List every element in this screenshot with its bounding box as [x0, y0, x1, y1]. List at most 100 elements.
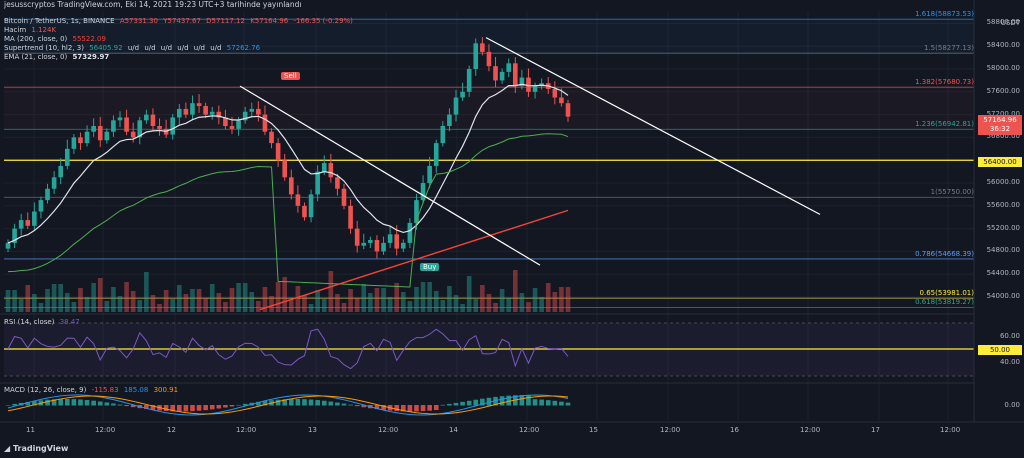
candle-body-77 [512, 63, 518, 87]
volume-value: 1.124K [31, 26, 57, 34]
macd-hist-31 [209, 405, 215, 410]
volume-bar-83 [552, 292, 558, 312]
macd-hist-value: -115.83 [91, 386, 119, 394]
volume-bar-15 [104, 301, 110, 312]
candle-body-38 [256, 108, 261, 115]
trend-lines[interactable] [239, 37, 821, 266]
volume-bar-85 [565, 287, 571, 312]
volume-bar-20 [137, 300, 143, 312]
candle-body-21 [144, 114, 149, 121]
level-badge: 56400.00 [978, 157, 1022, 167]
supertrend-label: Supertrend (10, hl2, 3) [4, 44, 84, 52]
candle-body-80 [532, 86, 538, 92]
volume-bar-23 [157, 304, 162, 312]
volume-bar-63 [420, 282, 426, 312]
macd-signal-value: 300.91 [153, 386, 179, 394]
ema-row[interactable]: EMA (21, close, 0) 57329.97 [4, 53, 112, 62]
trendline-down-1 [239, 85, 541, 266]
macd-hist-65 [433, 405, 439, 411]
time-tick-5: 12:00 [378, 426, 399, 434]
macd-line-value: 185.08 [123, 386, 149, 394]
volume-bar-56 [374, 288, 380, 312]
macd-row[interactable]: MACD (12, 26, close, 9) -115.83 185.08 3… [4, 386, 181, 395]
candle-body-2 [18, 220, 24, 229]
volume-bar-84 [559, 287, 564, 312]
candle-body-16 [111, 120, 116, 132]
rsi-tick-40: 40.00 [999, 358, 1020, 366]
volume-row[interactable]: Hacim 1.124K [4, 26, 59, 35]
volume-bar-54 [361, 284, 367, 312]
candle-body-43 [288, 177, 294, 195]
candle-body-34 [229, 126, 235, 129]
macd-hist-42 [282, 399, 288, 406]
price-tick-10: 54400.00 [986, 269, 1020, 278]
volume-bar-32 [216, 293, 222, 312]
volume-bar-26 [176, 285, 182, 312]
macd-hist-79 [526, 395, 531, 406]
candle-body-79 [526, 77, 531, 92]
candle-body-45 [302, 205, 307, 218]
macd-hist-1 [12, 403, 17, 406]
volume-bars [5, 270, 571, 312]
candle-body-55 [368, 240, 373, 243]
macd-hist-60 [400, 405, 406, 412]
fib-retracement[interactable] [4, 18, 974, 308]
time-tick-8: 15 [589, 426, 598, 434]
price-tick-4: 57200.00 [986, 109, 1020, 118]
volume-bar-12 [84, 297, 90, 312]
volume-bar-44 [295, 286, 301, 312]
ma-row[interactable]: MA (200, close, 0) 55522.09 [4, 35, 109, 44]
candle-body-73 [486, 51, 492, 67]
macd-hist-35 [236, 404, 241, 406]
supertrend-row[interactable]: Supertrend (10, hl2, 3) 56405.92 u/d u/d… [4, 44, 263, 53]
time-tick-0: 11 [26, 426, 35, 434]
rsi-row[interactable]: RSI (14, close) 38.47 [4, 318, 83, 327]
price-tick-6: 56000.00 [986, 178, 1020, 187]
candle-body-46 [308, 194, 314, 218]
volume-bar-81 [539, 297, 544, 312]
time-tick-10: 16 [730, 426, 739, 434]
volume-bar-18 [124, 282, 129, 312]
candle-body-31 [209, 111, 215, 115]
time-tick-7: 12:00 [519, 426, 540, 434]
volume-bar-53 [354, 298, 360, 312]
volume-bar-10 [71, 302, 77, 312]
volume-bar-6 [45, 289, 50, 312]
ema-value: 57329.97 [72, 53, 110, 61]
candle-body-48 [321, 163, 327, 172]
fib-label-4: 1(55750.00) [930, 188, 974, 197]
candle-body-68 [453, 97, 459, 115]
candle-body-14 [97, 126, 103, 141]
volume-bar-58 [387, 297, 393, 312]
time-tick-13: 12:00 [940, 426, 961, 434]
volume-bar-30 [203, 298, 208, 312]
macd-label: MACD (12, 26, close, 9) [4, 386, 87, 394]
candle-body-58 [387, 234, 393, 243]
volume-bar-77 [512, 270, 518, 312]
volume-bar-3 [25, 285, 31, 312]
countdown-value: 36:32 [989, 125, 1011, 133]
candle-body-66 [440, 126, 446, 144]
macd-hist-18 [124, 405, 129, 407]
volume-bar-16 [111, 287, 116, 312]
macd-hist-15 [104, 402, 110, 406]
symbol-name[interactable]: Bitcoin / TetherUS, 1s, BINANCE [4, 17, 115, 25]
candle-body-74 [493, 66, 498, 81]
macd-hist-38 [256, 401, 261, 406]
pane-separators[interactable] [0, 0, 1024, 423]
macd-tick-0: 0.00 [1004, 401, 1020, 409]
time-tick-3: 12:00 [236, 426, 257, 434]
tradingview-logo: ◢ TradingView [4, 444, 68, 453]
candle-body-7 [51, 177, 57, 189]
current-price-badge: 57164.96 36:32 [978, 115, 1022, 135]
volume-bar-9 [64, 293, 70, 312]
candle-body-76 [506, 63, 512, 72]
rsi-level-badge: 50.00 [978, 345, 1022, 355]
ma-label: MA (200, close, 0) [4, 35, 68, 43]
macd-hist-19 [130, 405, 136, 408]
volume-bar-80 [532, 288, 538, 312]
macd-hist-16 [111, 403, 116, 406]
ohlc-open: A57331.30 [119, 17, 159, 25]
candle-body-67 [447, 114, 452, 127]
